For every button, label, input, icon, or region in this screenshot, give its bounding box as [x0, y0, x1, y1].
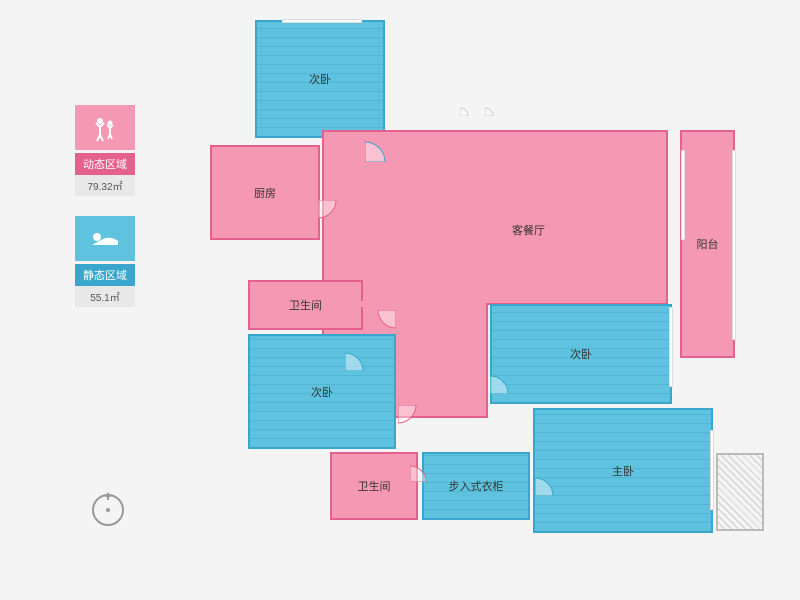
room-label-bedroom-mid-right: 次卧 [570, 346, 592, 362]
window-marker [732, 150, 736, 340]
static-value: 55.1㎡ [75, 286, 135, 307]
legend-panel: 动态区域 79.32㎡ 静态区域 55.1㎡ [75, 105, 145, 327]
door-arc [460, 100, 476, 116]
window-marker [282, 19, 362, 23]
room-label-balcony: 阳台 [697, 236, 719, 252]
room-small-balcony [716, 453, 764, 531]
door-arc [345, 335, 381, 371]
room-bathroom-2: 卫生间 [330, 452, 418, 520]
room-label-bathroom-2: 卫生间 [358, 478, 391, 494]
room-label-bathroom-1: 卫生间 [289, 297, 322, 313]
door-arc [318, 200, 354, 236]
window-marker [710, 430, 714, 510]
door-arc [410, 450, 442, 482]
static-label: 静态区域 [75, 264, 135, 286]
door-arc [535, 460, 571, 496]
room-label-kitchen: 厨房 [254, 185, 276, 201]
door-arc [398, 405, 434, 441]
room-label-closet: 步入式衣柜 [449, 478, 504, 494]
floorplan-container: 次卧厨房客餐厅阳台卫生间次卧次卧卫生间步入式衣柜主卧 [210, 20, 770, 580]
room-kitchen: 厨房 [210, 145, 320, 240]
legend-static: 静态区域 55.1㎡ [75, 216, 145, 307]
room-label-living: 客餐厅 [512, 222, 545, 238]
window-marker [669, 307, 673, 387]
dynamic-icon [75, 105, 135, 150]
static-icon [75, 216, 135, 261]
living-merge-strip [324, 301, 486, 307]
room-bedroom-top: 次卧 [255, 20, 385, 138]
room-balcony: 阳台 [680, 130, 735, 358]
dynamic-value: 79.32㎡ [75, 175, 135, 196]
compass-icon [88, 480, 128, 520]
window-marker [681, 150, 685, 240]
room-label-bedroom-top: 次卧 [309, 71, 331, 87]
door-arc [365, 122, 405, 162]
room-label-bedroom-mid-left: 次卧 [311, 384, 333, 400]
room-label-master-bedroom: 主卧 [612, 463, 634, 479]
dynamic-label: 动态区域 [75, 153, 135, 175]
door-arc [485, 100, 501, 116]
door-arc [490, 358, 526, 394]
legend-dynamic: 动态区域 79.32㎡ [75, 105, 145, 196]
